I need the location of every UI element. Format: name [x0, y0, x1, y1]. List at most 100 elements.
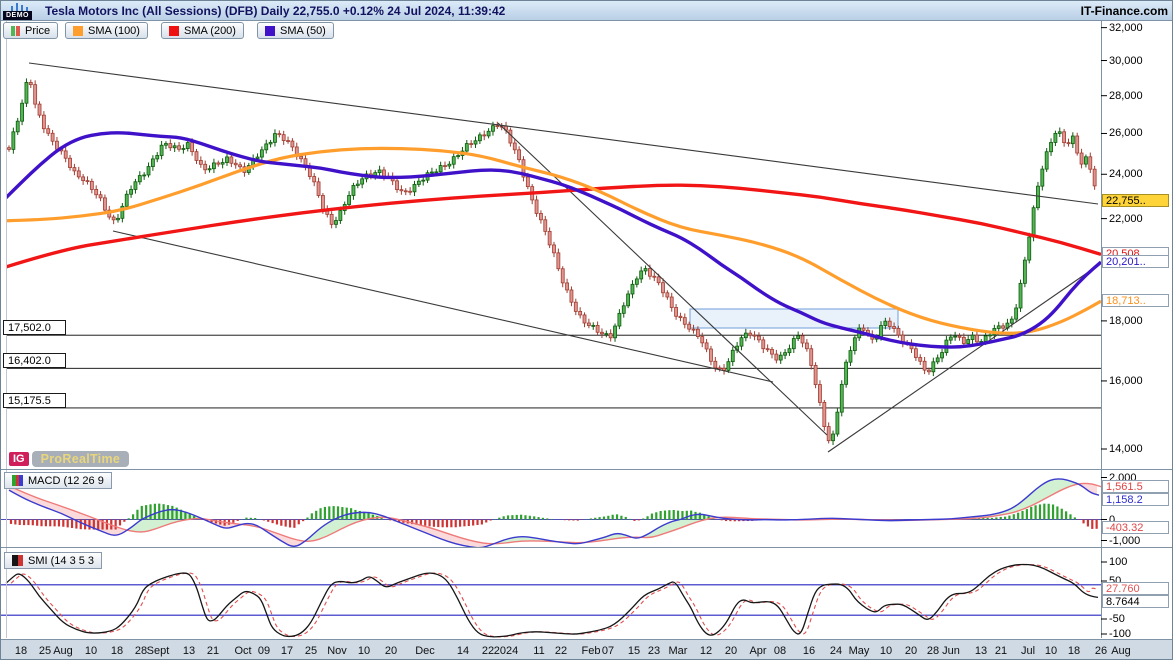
ig-logo: IG [9, 452, 29, 466]
x-axis-label: 25 [38, 645, 52, 657]
mini-chart-icon [11, 2, 28, 11]
x-axis-label: 13 [974, 645, 988, 657]
price-candles-icon [11, 25, 20, 36]
x-axis-label: 23 [647, 645, 661, 657]
x-axis-label: 16 [802, 645, 816, 657]
x-axis-label: 09 [257, 645, 271, 657]
x-axis-label: 07 [601, 645, 615, 657]
price-axis-tick: 24,000 [1109, 168, 1143, 181]
legend-label: SMA (200) [184, 24, 236, 37]
x-axis-label: Oct [234, 645, 252, 657]
support-level-tag: 16,402.0 [3, 353, 66, 369]
price-axis-tick: 28,000 [1109, 89, 1143, 102]
macd-value-tag: 1,561.5 [1102, 479, 1169, 493]
x-axis-label: 20 [724, 645, 738, 657]
x-axis-label: Aug [53, 645, 73, 657]
macd-value-tag: 1,158.2 [1102, 492, 1169, 506]
price-axis-tick: 22,000 [1109, 212, 1143, 225]
prt-logo: IG ProRealTime [9, 450, 130, 468]
x-axis-label: 17 [280, 645, 294, 657]
legend-label: Price [25, 24, 51, 37]
price-axis-tick: 32,000 [1109, 21, 1143, 34]
legend-item-sma-100[interactable]: SMA (100) [65, 22, 148, 39]
sma-color-chip [265, 25, 275, 36]
x-axis-label: Dec [415, 645, 435, 657]
brand-label: IT-Finance.com [1080, 3, 1168, 18]
indicator-icon [12, 475, 24, 486]
x-axis-label: 10 [879, 645, 893, 657]
x-axis-label: 28 [926, 645, 940, 657]
macd-value-tag: -403.32 [1102, 520, 1169, 534]
smi-axis-tick: -100 [1109, 628, 1132, 640]
x-axis-label: 28 [134, 645, 148, 657]
legend-item-sma-200[interactable]: SMA (200) [161, 22, 244, 39]
support-level-tag: 17,502.0 [3, 320, 66, 336]
x-axis-label: Apr [749, 645, 767, 657]
titlebar: DEMO Tesla Motors Inc (All Sessions) (DF… [1, 1, 1172, 21]
indicator-icon [12, 555, 23, 566]
legend-label: SMA (100) [88, 24, 140, 37]
price-axis-tick: 26,000 [1109, 127, 1143, 140]
x-axis-label: Feb [581, 645, 601, 657]
x-axis-label: 10 [1044, 645, 1058, 657]
x-axis-label: 25 [304, 645, 318, 657]
x-axis-label: 10 [357, 645, 371, 657]
demo-label: DEMO [3, 10, 32, 20]
legend-item-price[interactable]: Price [3, 22, 59, 39]
x-axis-label: Aug [1111, 645, 1131, 657]
chart-title: Tesla Motors Inc (All Sessions) (DFB) Da… [45, 3, 506, 18]
legend-label: SMA (50) [280, 24, 326, 37]
demo-badge: DEMO [1, 1, 37, 21]
macd-axis-tick: -1,000 [1109, 534, 1141, 547]
price-axis-tick: 16,000 [1109, 374, 1143, 387]
smi-value-tag: 27.760 [1102, 582, 1169, 596]
price-axis-tick: 30,000 [1109, 54, 1143, 67]
x-axis-label: 11 [533, 645, 545, 657]
smi-value-tag: 8.7644 [1102, 595, 1169, 609]
smi-axis-tick: -50 [1109, 613, 1125, 625]
sma-color-chip [73, 25, 83, 36]
price-tag: 18,713.. [1102, 294, 1169, 308]
x-axis-label: 24 [829, 645, 843, 657]
x-axis-label: Mar [668, 645, 688, 657]
x-axis-label: 10 [84, 645, 98, 657]
x-axis-label: Sept [146, 645, 170, 657]
indicator-label: SMI (14 3 5 3 [28, 554, 95, 567]
x-axis-label: 21 [206, 645, 220, 657]
x-axis-label: 15 [627, 645, 641, 657]
x-axis-label: 12 [699, 645, 713, 657]
support-level-tag: 15,175.5 [3, 392, 66, 408]
x-axis-label: Jun [942, 645, 960, 657]
x-axis-label: 18 [110, 645, 124, 657]
macd-panel-label[interactable]: MACD (12 26 9 [4, 472, 112, 489]
x-axis-label: 20 [384, 645, 398, 657]
smi-panel-label[interactable]: SMI (14 3 5 3 [4, 552, 103, 569]
smi-axis-tick: 100 [1109, 556, 1128, 568]
x-axis-label: 14 [456, 645, 470, 657]
indicator-label: MACD (12 26 9 [28, 474, 104, 487]
macd-axis-tick: 0 [1109, 513, 1116, 526]
x-axis-label: 22 [554, 645, 568, 657]
x-axis-label: 18 [14, 645, 28, 657]
x-axis-label: 08 [773, 645, 787, 657]
price-axis-tick: 18,000 [1109, 314, 1143, 327]
x-axis-label: Jul [1020, 645, 1036, 657]
x-axis-label: Nov [327, 645, 347, 657]
x-axis-label: 13 [182, 645, 196, 657]
sma-color-chip [169, 25, 179, 36]
x-axis-label: 22 [481, 645, 495, 657]
price-axis-tick: 14,000 [1109, 442, 1143, 455]
x-axis-label: 26 [1094, 645, 1108, 657]
price-tag: 20,201.. [1102, 255, 1169, 269]
x-axis-label: 21 [994, 645, 1008, 657]
prorealtime-logo: ProRealTime [31, 451, 130, 467]
date-axis-strip[interactable] [1, 639, 1172, 659]
x-axis-label: 2024 [493, 645, 519, 657]
x-axis-label: 20 [904, 645, 918, 657]
x-axis-label: May [848, 645, 870, 657]
price-tag: 22,755.. [1102, 194, 1169, 208]
x-axis-label: 18 [1067, 645, 1081, 657]
legend-item-sma-50[interactable]: SMA (50) [257, 22, 334, 39]
